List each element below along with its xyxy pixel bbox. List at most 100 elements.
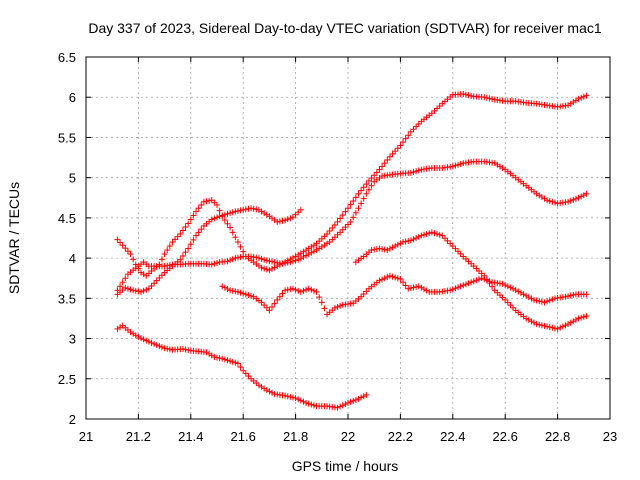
data-point [145,338,152,345]
data-point [447,287,454,294]
data-point [397,142,404,149]
data-point [460,282,467,289]
data-point [208,216,215,223]
data-point [229,287,236,294]
data-point [510,285,517,292]
data-point [190,236,197,243]
data-point [339,212,346,219]
data-point [250,205,257,212]
data-point [381,246,388,253]
data-point [284,259,291,266]
data-point [345,399,351,406]
data-point [580,93,587,100]
data-point [276,260,283,267]
data-point [237,364,244,371]
data-point [583,291,590,298]
data-point [423,230,430,237]
y-tick-label: 3.5 [58,291,76,306]
data-point [124,285,131,292]
data-point [187,216,194,223]
data-point [234,360,241,367]
data-point [578,94,585,101]
data-point [271,300,278,307]
data-point [363,181,370,188]
data-point [476,276,482,283]
data-point [234,288,241,295]
data-point [549,324,556,331]
data-point [376,277,383,284]
data-point [559,323,566,330]
x-tick-label: 22 [341,429,355,444]
data-point [166,243,173,250]
y-tick-label: 5.5 [58,130,76,145]
data-point [153,341,160,348]
y-tick-label: 2 [69,412,76,427]
data-point [179,227,186,234]
data-point [240,206,247,213]
data-point [250,254,257,261]
data-point [342,224,349,231]
data-point [397,276,404,283]
data-point [253,254,260,261]
x-tick-label: 22.8 [545,429,570,444]
data-point [151,280,158,287]
data-point [572,316,579,323]
data-point [541,322,548,329]
data-point [483,94,490,101]
data-point [169,239,176,246]
data-point [164,262,171,269]
data-point [381,160,388,167]
data-point [544,197,551,204]
data-point [562,293,569,300]
data-point [227,358,234,365]
data-point [541,299,548,306]
data-point [400,239,407,246]
data-point [517,289,524,296]
data-point [389,150,396,157]
data-point [379,276,386,283]
data-point [232,288,239,295]
x-tick-label: 21.8 [283,429,308,444]
data-point [300,253,307,260]
data-point [255,255,262,262]
data-point [525,294,532,301]
data-point [468,279,475,286]
data-point [198,226,205,233]
data-point [166,262,173,269]
data-point [428,229,435,236]
data-point [269,303,276,310]
data-point [240,367,247,374]
data-point [337,229,344,236]
data-point [237,254,244,261]
y-tick-label: 2.5 [58,372,76,387]
data-point [237,207,244,214]
data-point [282,260,289,267]
data-point [531,319,538,326]
y-tick-label: 4.5 [58,211,76,226]
data-point [130,287,137,294]
data-point [583,92,590,99]
data-point [405,237,412,244]
data-point [119,279,126,286]
data-point [185,220,192,227]
data-point [156,274,163,281]
data-point [473,277,480,284]
data-point [384,274,391,281]
data-point [570,196,577,203]
data-point [297,397,304,404]
data-point [407,128,414,135]
data-point [570,318,577,325]
data-point [148,282,155,289]
data-point [379,163,386,170]
data-point [164,247,171,254]
data-point [420,231,427,238]
y-tick-label: 3 [69,332,76,347]
data-point [279,217,286,224]
data-point [266,388,273,395]
data-point [237,243,244,250]
data-point [368,247,375,254]
data-point [544,323,551,330]
axis-ticks: 21 21.2 21.4 21.6 21.8 22 22.2 22.4 22.6 22.8 23 2 2… [58,50,617,444]
data-point [523,292,530,299]
data-point [135,333,142,340]
